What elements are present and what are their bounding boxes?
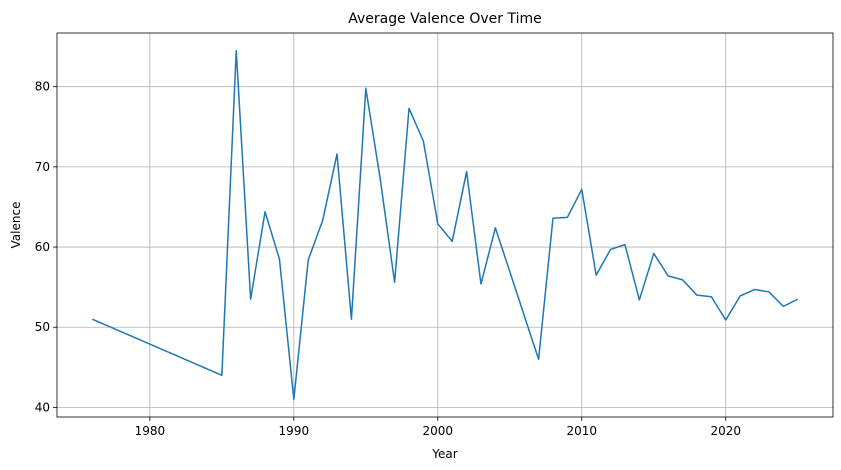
x-tick-label: 1990: [279, 424, 310, 438]
valence-series-line: [91, 49, 799, 401]
x-tick-label: 2000: [423, 424, 454, 438]
y-tick-label: 80: [35, 80, 50, 94]
y-tick-label: 70: [35, 160, 50, 174]
series-layer: [91, 49, 799, 401]
x-axis-label: Year: [431, 447, 457, 461]
y-tick-label: 50: [35, 320, 50, 334]
x-tick-label: 1980: [135, 424, 166, 438]
grid-lines: [57, 33, 833, 417]
y-axis-label: Valence: [9, 202, 23, 249]
x-tick-label: 2010: [566, 424, 597, 438]
x-tick-label: 2020: [710, 424, 741, 438]
y-tick-label: 40: [35, 400, 50, 414]
chart-title: Average Valence Over Time: [348, 11, 542, 27]
plot-area-frame: [56, 32, 834, 418]
y-tick-label: 60: [35, 240, 50, 254]
axis-ticks: 1980 1990 2000 2010 2020 40 50 60 70 80: [35, 80, 741, 438]
